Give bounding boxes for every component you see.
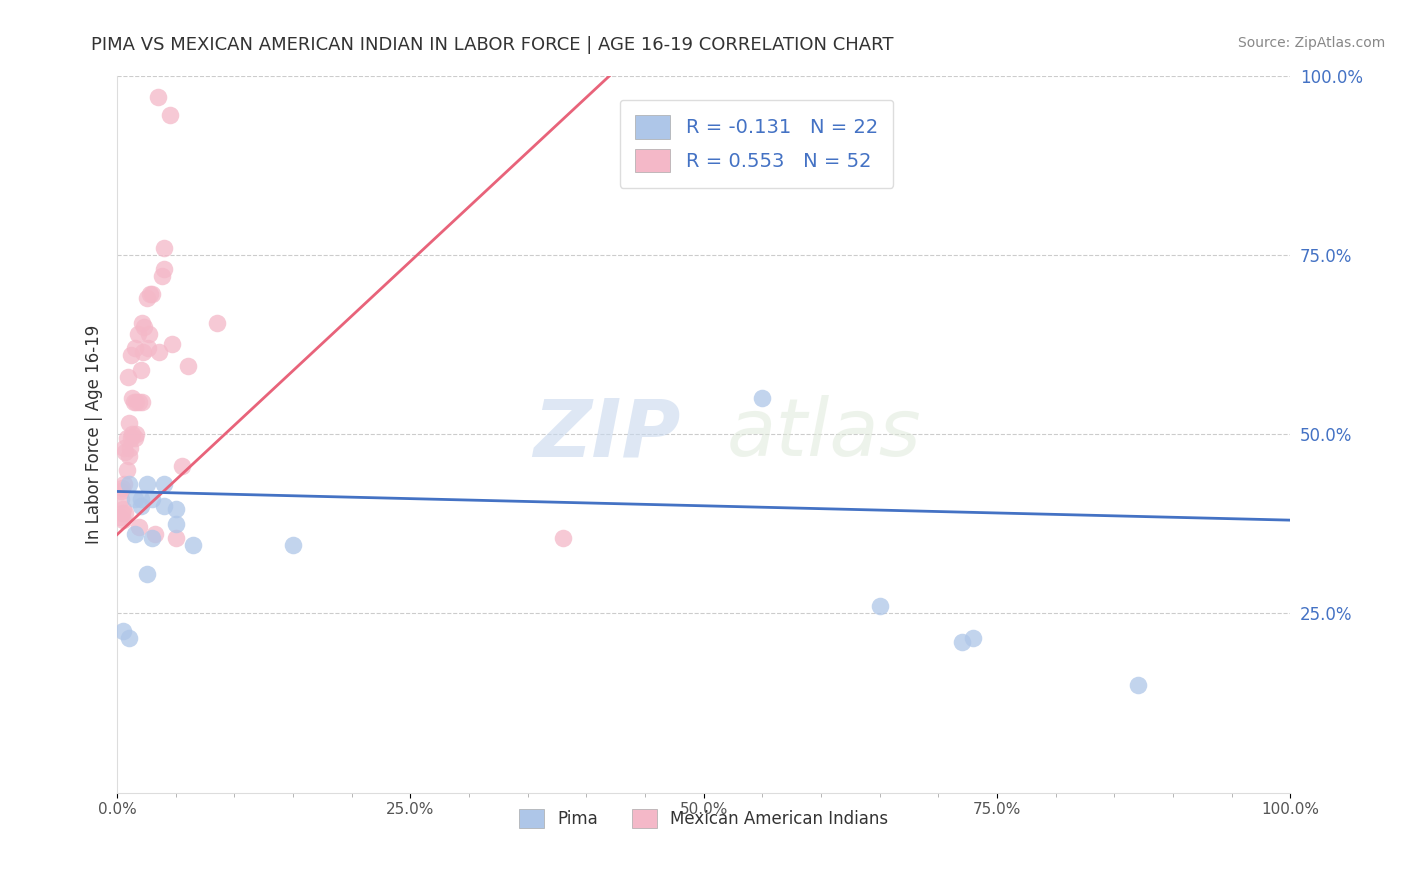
Point bbox=[751, 391, 773, 405]
Point bbox=[551, 531, 574, 545]
Text: atlas: atlas bbox=[727, 395, 922, 473]
Point bbox=[153, 477, 176, 491]
Point bbox=[176, 359, 198, 373]
Point bbox=[129, 362, 152, 376]
Point bbox=[153, 241, 176, 255]
Point bbox=[120, 348, 142, 362]
Point bbox=[162, 337, 184, 351]
Point bbox=[124, 491, 146, 506]
Point bbox=[112, 513, 135, 527]
Point bbox=[205, 316, 228, 330]
Point bbox=[115, 431, 138, 445]
Point bbox=[128, 394, 150, 409]
Point bbox=[281, 538, 304, 552]
Point bbox=[165, 531, 187, 545]
Point bbox=[125, 427, 148, 442]
Point bbox=[141, 491, 163, 506]
Text: PIMA VS MEXICAN AMERICAN INDIAN IN LABOR FORCE | AGE 16-19 CORRELATION CHART: PIMA VS MEXICAN AMERICAN INDIAN IN LABOR… bbox=[91, 36, 894, 54]
Point bbox=[153, 262, 176, 277]
Point bbox=[118, 477, 141, 491]
Point bbox=[950, 635, 973, 649]
Point bbox=[165, 516, 187, 531]
Point bbox=[148, 90, 170, 104]
Point bbox=[143, 527, 166, 541]
Point bbox=[112, 477, 135, 491]
Point bbox=[124, 527, 146, 541]
Point bbox=[148, 344, 170, 359]
Point bbox=[129, 491, 152, 506]
Point bbox=[141, 287, 163, 301]
Point bbox=[141, 531, 163, 545]
Point bbox=[134, 319, 156, 334]
Point bbox=[122, 394, 145, 409]
Point bbox=[114, 506, 136, 520]
Point bbox=[138, 326, 160, 341]
Point bbox=[132, 344, 155, 359]
Point bbox=[1126, 678, 1149, 692]
Point bbox=[170, 459, 193, 474]
Point bbox=[165, 502, 187, 516]
Point bbox=[869, 599, 891, 614]
Point bbox=[114, 445, 136, 459]
Point bbox=[121, 391, 143, 405]
Point bbox=[112, 502, 135, 516]
Point bbox=[118, 417, 141, 431]
Point bbox=[108, 509, 131, 524]
Point bbox=[135, 477, 157, 491]
Point bbox=[111, 481, 134, 495]
Point bbox=[183, 538, 205, 552]
Point bbox=[112, 442, 135, 456]
Point bbox=[110, 491, 132, 506]
Point bbox=[136, 341, 159, 355]
Point bbox=[135, 566, 157, 581]
Point bbox=[131, 394, 153, 409]
Point bbox=[124, 431, 146, 445]
Y-axis label: In Labor Force | Age 16-19: In Labor Force | Age 16-19 bbox=[86, 325, 103, 544]
Point bbox=[120, 442, 142, 456]
Point bbox=[112, 624, 135, 639]
Text: ZIP: ZIP bbox=[533, 395, 681, 473]
Text: Source: ZipAtlas.com: Source: ZipAtlas.com bbox=[1237, 36, 1385, 50]
Point bbox=[124, 341, 146, 355]
Point bbox=[110, 484, 132, 499]
Point bbox=[129, 499, 152, 513]
Point bbox=[118, 449, 141, 463]
Point bbox=[153, 499, 176, 513]
Point bbox=[135, 291, 157, 305]
Point bbox=[159, 108, 181, 122]
Point bbox=[125, 394, 148, 409]
Legend: Pima, Mexican American Indians: Pima, Mexican American Indians bbox=[513, 802, 894, 835]
Point bbox=[115, 463, 138, 477]
Point bbox=[150, 269, 173, 284]
Point bbox=[121, 427, 143, 442]
Point bbox=[117, 369, 139, 384]
Point bbox=[139, 287, 162, 301]
Point bbox=[128, 520, 150, 534]
Point bbox=[111, 506, 134, 520]
Point bbox=[131, 316, 153, 330]
Point bbox=[118, 632, 141, 646]
Point bbox=[120, 431, 142, 445]
Point bbox=[127, 326, 149, 341]
Point bbox=[962, 632, 984, 646]
